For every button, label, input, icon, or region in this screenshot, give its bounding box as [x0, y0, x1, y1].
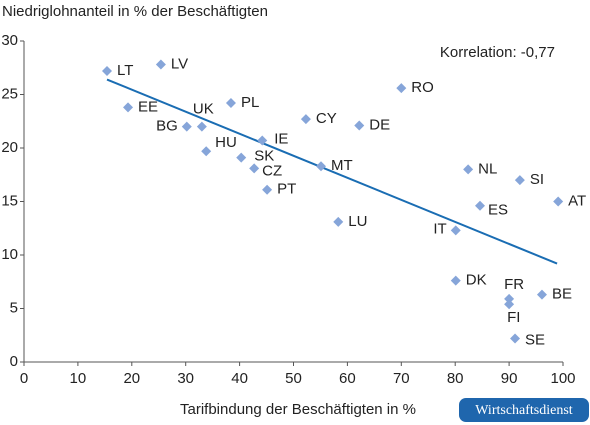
point — [504, 299, 515, 310]
point — [450, 275, 461, 286]
point-label: CZ — [262, 162, 282, 179]
x-tick-label: 60 — [339, 370, 356, 387]
x-tick-label: 10 — [70, 370, 87, 387]
x-tick-label: 40 — [231, 370, 248, 387]
point-label: MT — [331, 157, 353, 174]
point — [196, 121, 207, 132]
point-label: SK — [254, 148, 274, 165]
y-tick-label: 25 — [1, 85, 18, 102]
point-label: LU — [348, 213, 367, 230]
y-tick-label: 0 — [10, 353, 18, 370]
point — [257, 135, 268, 146]
source: Wirtschaftsdienst — [475, 403, 573, 418]
point-label: SI — [530, 171, 544, 188]
point — [463, 164, 474, 175]
point-label: IT — [433, 220, 446, 237]
point — [354, 120, 365, 131]
point-label: PT — [277, 181, 296, 198]
point — [536, 289, 547, 300]
y-tick-label: 5 — [10, 299, 18, 316]
y-tick-label: 30 — [1, 32, 18, 49]
point — [450, 225, 461, 236]
y-tick-label: 20 — [1, 139, 18, 156]
y-tick-label: 10 — [1, 246, 18, 263]
point — [102, 65, 113, 76]
point-label: IE — [274, 130, 288, 147]
x-axis-label: Tarifbindung der Beschäftigten in % — [180, 401, 416, 418]
point-label: ES — [488, 202, 508, 219]
point-label: NL — [478, 160, 497, 177]
point-label: LT — [117, 62, 133, 79]
point — [225, 98, 236, 109]
point-label: DE — [369, 116, 390, 133]
source-badge — [459, 398, 589, 422]
y-axis-label: Niedriglohnanteil in % der Beschäftigten — [2, 3, 268, 20]
point — [504, 293, 515, 304]
point — [155, 59, 166, 70]
point — [236, 152, 247, 163]
point — [553, 196, 564, 207]
point-label: FI — [507, 309, 520, 326]
annotation: Korrelation: -0,77 — [440, 44, 555, 61]
point-label: EE — [138, 98, 158, 115]
point — [474, 200, 485, 211]
point-label: HU — [215, 134, 237, 151]
point — [396, 83, 407, 94]
x-tick-label: 0 — [20, 370, 28, 387]
point — [514, 175, 525, 186]
point-label: LV — [171, 56, 188, 73]
x-tick-label: 80 — [447, 370, 464, 387]
x-tick-label: 90 — [501, 370, 518, 387]
y-tick-label: 15 — [1, 192, 18, 209]
point-label: SE — [525, 331, 545, 348]
point-label: UK — [193, 101, 214, 118]
trend-line — [106, 78, 558, 265]
point-label: CY — [316, 110, 337, 127]
x-tick-label: 100 — [550, 370, 575, 387]
point — [201, 146, 212, 157]
point-label: AT — [568, 192, 586, 209]
point — [300, 114, 311, 125]
point-label: BE — [552, 286, 572, 303]
point — [315, 161, 326, 172]
x-tick-label: 50 — [285, 370, 302, 387]
point-label: PL — [241, 94, 259, 111]
point — [262, 184, 273, 195]
x-tick-label: 20 — [123, 370, 140, 387]
point — [181, 121, 192, 132]
point — [333, 216, 344, 227]
x-tick-label: 30 — [177, 370, 194, 387]
point-label: FR — [504, 276, 524, 293]
point — [510, 333, 521, 344]
point-label: BG — [156, 118, 178, 135]
point — [249, 163, 260, 174]
x-tick-label: 70 — [393, 370, 410, 387]
point-label: RO — [411, 79, 434, 96]
point — [123, 102, 134, 113]
point-label: DK — [466, 272, 487, 289]
